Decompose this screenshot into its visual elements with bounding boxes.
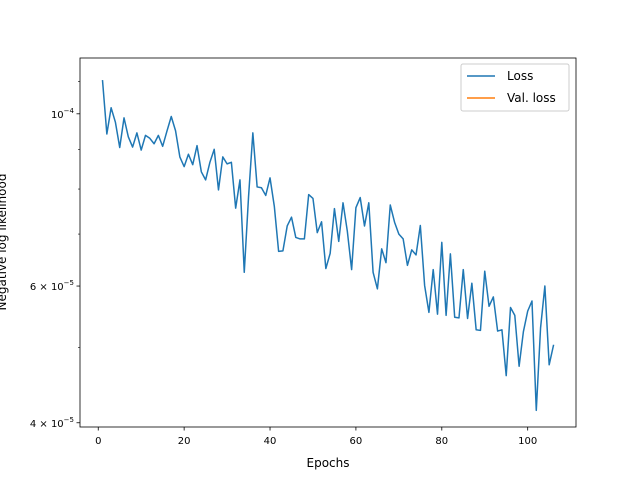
axes-frame <box>79 57 577 428</box>
y-tick-label: 6 × 10−5 <box>30 279 74 293</box>
y-tick-label: 10−4 <box>51 107 75 121</box>
legend-label-loss: Loss <box>507 69 533 83</box>
x-tick-label: 0 <box>95 436 101 447</box>
legend: Loss Val. loss <box>460 63 570 112</box>
plot-area <box>101 79 555 412</box>
y-tick-label: 4 × 10−5 <box>30 416 74 430</box>
x-tick-label: 80 <box>435 436 448 447</box>
x-axis-label: Epochs <box>307 456 350 470</box>
x-tick-label: 20 <box>178 436 191 447</box>
legend-label-val-loss: Val. loss <box>507 91 556 105</box>
x-tick-label: 60 <box>350 436 363 447</box>
y-axis-label: Negative log likelihood <box>0 174 9 311</box>
series-line-loss <box>101 79 555 412</box>
axis-ticks: 0 20 40 60 80 100 10−4 6 × 10−5 4 × 10−5 <box>30 81 537 447</box>
x-tick-label: 40 <box>264 436 277 447</box>
x-tick-label: 100 <box>518 436 537 447</box>
